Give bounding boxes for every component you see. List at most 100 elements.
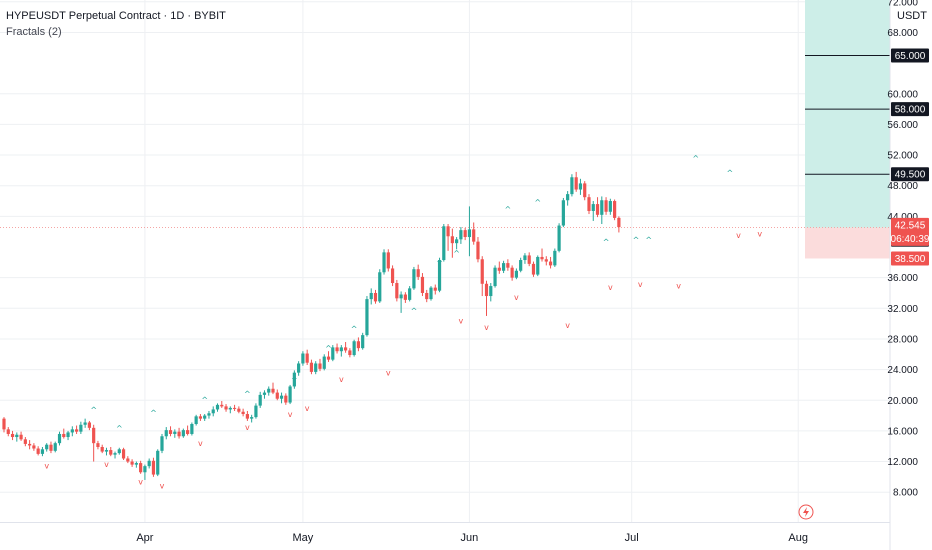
fractal-up-marker: ^ xyxy=(244,389,251,398)
candle-body xyxy=(267,388,271,393)
symbol-title[interactable]: HYPEUSDT Perpetual Contract · 1D · BYBIT xyxy=(6,10,226,22)
y-tick-label: 44.000 xyxy=(887,212,918,223)
candle-body xyxy=(232,407,237,409)
candle-body xyxy=(583,183,587,198)
candle-body xyxy=(96,443,100,447)
candle-body xyxy=(455,239,459,244)
candle-body xyxy=(177,431,181,437)
fractal-up-marker: ^ xyxy=(436,258,443,267)
candle-body xyxy=(147,460,151,467)
candle-body xyxy=(207,413,211,416)
fractal-down-marker: v xyxy=(386,369,391,378)
candle-body xyxy=(352,341,356,356)
y-tick-label: 56.000 xyxy=(887,120,918,131)
candle-body xyxy=(446,226,450,237)
fractal-up-marker: ^ xyxy=(90,406,97,415)
y-tick-label: 24.000 xyxy=(887,365,918,376)
current-price-tag: 42.545 xyxy=(895,220,926,231)
candle-body xyxy=(215,404,220,410)
candle-body xyxy=(57,433,62,444)
candle-body xyxy=(506,263,510,268)
fractal-down-marker: v xyxy=(459,317,464,326)
candle-body xyxy=(373,292,378,302)
fractal-down-marker: v xyxy=(514,293,519,302)
candle-body xyxy=(493,267,497,287)
candle-body xyxy=(203,415,207,419)
candle-body xyxy=(331,347,335,360)
candle-body xyxy=(322,356,326,369)
candle-body xyxy=(164,430,168,437)
fractal-up-marker: ^ xyxy=(150,409,157,418)
x-tick-label: Apr xyxy=(136,532,153,544)
candle-body xyxy=(284,395,288,403)
candle-body xyxy=(553,250,557,266)
y-tick-label: 48.000 xyxy=(887,181,918,192)
candle-body xyxy=(305,353,309,363)
candle-body xyxy=(117,449,121,454)
candle-body xyxy=(104,450,109,452)
x-tick-label: May xyxy=(293,532,314,544)
candle-body xyxy=(19,434,23,440)
candle-body xyxy=(348,350,352,356)
candle-body xyxy=(369,292,373,300)
fractal-down-marker: v xyxy=(565,321,570,330)
candle-body xyxy=(587,197,591,211)
candle-body xyxy=(228,407,232,410)
level-tag: 58.000 xyxy=(895,105,926,116)
candle-body xyxy=(241,411,245,415)
candle-body xyxy=(480,259,484,284)
candle-body xyxy=(463,230,467,238)
candle-body xyxy=(408,288,412,300)
candle-body xyxy=(254,405,258,418)
candle-body xyxy=(168,430,173,434)
candle-body xyxy=(399,294,403,299)
candle-body xyxy=(190,424,194,434)
y-tick-label: 12.000 xyxy=(887,457,918,468)
candle-body xyxy=(250,417,254,419)
y-tick-label: 52.000 xyxy=(887,151,918,162)
fractal-down-marker: v xyxy=(608,283,613,292)
fractal-down-marker: v xyxy=(484,323,489,332)
candle-body xyxy=(309,362,314,372)
indicator-label[interactable]: Fractals (2) xyxy=(6,26,62,38)
fractal-up-marker: ^ xyxy=(505,205,512,214)
fractal-up-marker: ^ xyxy=(116,424,123,433)
candle-body xyxy=(591,204,595,211)
candle-body xyxy=(143,466,147,473)
candle-body xyxy=(220,404,224,407)
fractal-up-marker: ^ xyxy=(351,324,358,333)
y-tick-label: 16.000 xyxy=(887,426,918,437)
y-tick-label: 36.000 xyxy=(887,273,918,284)
candle-body xyxy=(32,445,36,449)
level-tag-bg xyxy=(891,102,929,117)
candle-body xyxy=(378,272,382,302)
event-icon xyxy=(798,504,814,520)
candle-body xyxy=(523,255,527,261)
candle-body xyxy=(100,446,104,452)
fractal-down-marker: v xyxy=(757,229,762,238)
candle-body xyxy=(10,433,15,438)
current-price-tag-bg xyxy=(891,217,929,246)
y-tick-label: 8.000 xyxy=(893,488,918,499)
fractal-down-marker: v xyxy=(104,460,109,469)
candle-body xyxy=(497,267,501,271)
candle-body xyxy=(92,427,96,444)
loss-zone xyxy=(805,227,890,259)
candle-body xyxy=(151,460,156,475)
candle-body xyxy=(361,335,365,349)
candle-body xyxy=(339,347,343,352)
fractal-down-marker: v xyxy=(305,404,310,413)
candle-body xyxy=(613,201,617,218)
candle-body xyxy=(386,252,390,269)
candle-body xyxy=(288,386,292,403)
candle-body xyxy=(450,236,454,244)
currency-unit-label[interactable]: USDT xyxy=(897,10,927,22)
fractal-up-marker: ^ xyxy=(727,169,734,178)
candle-body xyxy=(109,450,113,455)
candle-body xyxy=(173,431,177,434)
fractal-up-marker: ^ xyxy=(603,238,610,247)
candle-body xyxy=(510,267,514,278)
candle-body xyxy=(574,177,578,190)
